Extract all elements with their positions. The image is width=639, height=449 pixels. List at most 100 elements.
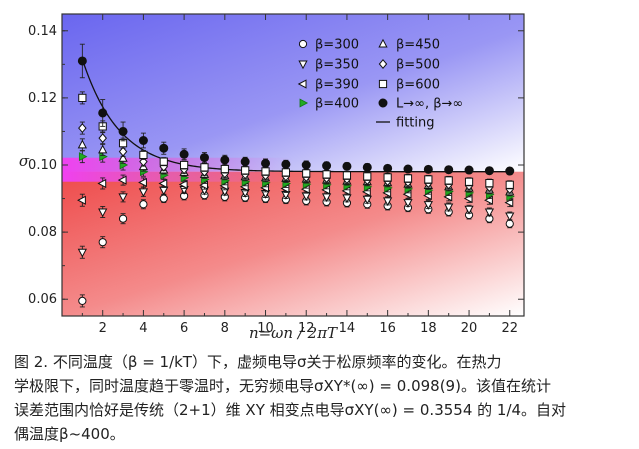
- data-point: [138, 177, 147, 188]
- legend-label: β=450: [396, 38, 440, 53]
- data-point: [382, 188, 392, 198]
- legend-marker: [299, 98, 309, 108]
- data-point: [464, 165, 474, 175]
- data-point: [280, 183, 290, 194]
- data-point: [505, 166, 515, 176]
- data-point: [78, 152, 88, 162]
- x-tick-label: 8: [221, 321, 229, 336]
- data-point: [220, 155, 230, 165]
- data-point: [363, 172, 372, 181]
- background-upper-region: [62, 14, 524, 172]
- data-point: [444, 165, 454, 175]
- data-point: [261, 158, 271, 168]
- caption-line-4: 偶温度β~400。: [14, 425, 125, 443]
- x-tick-label: 16: [379, 321, 396, 336]
- data-point: [302, 169, 311, 178]
- x-tick-label: 6: [180, 321, 188, 336]
- data-point: [78, 93, 87, 102]
- data-point: [423, 164, 433, 174]
- data-point: [98, 238, 107, 247]
- data-point: [117, 175, 127, 185]
- legend-marker: [298, 39, 308, 49]
- data-point: [159, 143, 169, 153]
- x-axis-label: n=ωn / 2πT: [249, 324, 338, 342]
- background-transition-band: [62, 157, 524, 182]
- caption-line-2: 学极限下，同时温度趋于零温时，无穷频电导σXY*(∞) = 0.098(9)。该…: [14, 377, 551, 395]
- data-point: [362, 187, 371, 197]
- y-axis-label: σ: [19, 152, 30, 170]
- data-point: [239, 182, 249, 192]
- y-tick-label: 0.14: [28, 24, 57, 39]
- data-point: [99, 152, 108, 162]
- data-point: [403, 174, 413, 183]
- data-point: [159, 194, 168, 203]
- data-point: [484, 166, 494, 176]
- legend: β=300 β=350 β=390 β=400 β=450 β=500 β=600 L→∞, …: [297, 38, 463, 131]
- data-point: [301, 160, 311, 170]
- data-point: [178, 179, 188, 190]
- data-point: [444, 176, 453, 185]
- data-point: [219, 181, 229, 191]
- data-point: [97, 178, 107, 189]
- data-point: [322, 161, 332, 171]
- data-point: [464, 205, 474, 215]
- y-tick-label: 0.10: [28, 158, 57, 173]
- x-tick-label: 2: [99, 321, 107, 336]
- legend-marker: [298, 60, 308, 70]
- legend-label: β=390: [315, 78, 359, 93]
- data-point: [402, 189, 412, 199]
- axis-ticks: 2 4 6 8 10 12 14 16 18 20 22 0.06 0.08 0.10 0.12 0.14: [28, 14, 524, 336]
- data-point: [322, 170, 331, 179]
- legend-label: β=400: [315, 97, 359, 112]
- legend-label: β=350: [315, 58, 359, 73]
- data-point: [139, 150, 148, 160]
- data-points-layer: [77, 43, 515, 308]
- data-point: [505, 180, 514, 189]
- data-point: [98, 133, 107, 144]
- data-point: [179, 149, 189, 159]
- data-point: [341, 186, 351, 196]
- legend-marker: [297, 79, 307, 89]
- data-point: [159, 157, 168, 166]
- legend-marker: [378, 59, 388, 69]
- data-point: [78, 123, 87, 134]
- data-point: [383, 197, 393, 207]
- legend-fit-label: fitting: [396, 116, 435, 131]
- y-tick-label: 0.08: [28, 225, 57, 240]
- y-tick-label: 0.06: [28, 292, 57, 307]
- legend-marker: [378, 38, 388, 48]
- x-tick-label: 18: [420, 321, 437, 336]
- data-point: [77, 139, 87, 149]
- caption-line-3: 误差范围内恰好是传统（2+1）维 XY 相变点电导σXY(∞) = 0.3554…: [14, 401, 567, 419]
- x-tick-label: 14: [339, 321, 356, 336]
- series-0: [78, 190, 514, 308]
- legend-label: β=300: [315, 38, 359, 53]
- data-point: [485, 179, 494, 188]
- data-point: [464, 177, 474, 186]
- data-point: [200, 163, 209, 172]
- data-point: [505, 212, 515, 222]
- legend-label: L→∞, β→∞: [396, 97, 463, 112]
- data-point: [321, 185, 331, 195]
- data-point: [98, 144, 108, 154]
- data-point: [342, 161, 352, 171]
- data-point: [118, 146, 128, 157]
- data-point: [240, 157, 250, 167]
- data-point: [118, 214, 128, 223]
- series-7: [77, 43, 515, 176]
- data-point: [403, 164, 413, 174]
- figure-caption: 图 2. 不同温度（β = 1/kT）下，虚频电导σ关于松原频率的变化。在热力 …: [14, 350, 626, 446]
- chart: 2 4 6 8 10 12 14 16 18 20 22 0.06 0.08 0.10 0.12 0.14 β…: [19, 13, 525, 342]
- data-point: [342, 171, 352, 180]
- data-point: [281, 159, 291, 169]
- data-point: [241, 166, 250, 175]
- data-point: [423, 190, 432, 201]
- data-point: [383, 173, 392, 182]
- data-point: [403, 199, 413, 208]
- legend-marker: [378, 79, 388, 89]
- data-point: [362, 162, 372, 172]
- data-point: [77, 56, 87, 66]
- data-point: [281, 168, 290, 177]
- data-point: [383, 163, 393, 173]
- data-point: [78, 296, 87, 305]
